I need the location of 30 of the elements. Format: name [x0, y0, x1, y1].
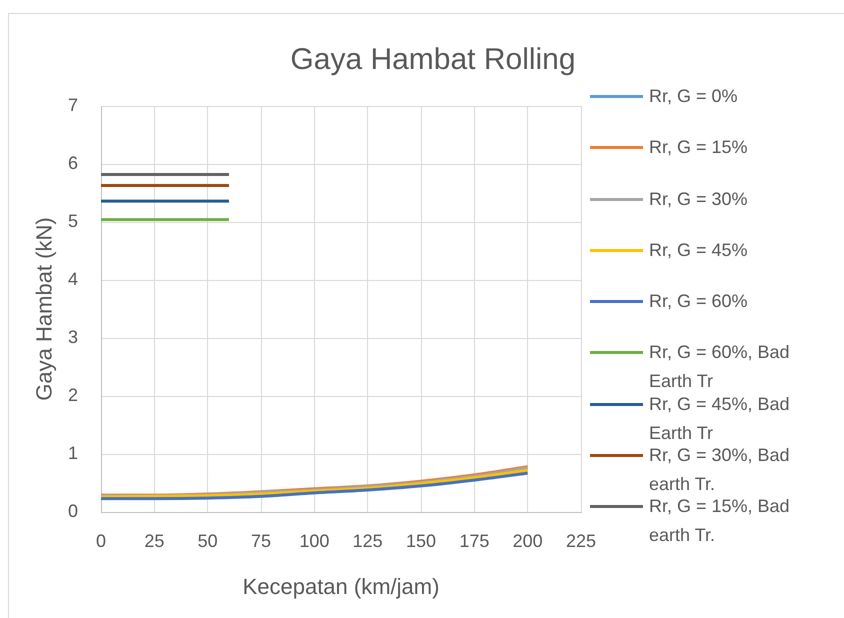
- y-tick-label: 6: [68, 152, 78, 173]
- y-tick-label: 7: [68, 94, 78, 115]
- legend-label: Rr, G = 45%, Bad Earth Tr: [649, 394, 790, 443]
- x-tick-label: 225: [566, 530, 596, 551]
- legend-label: Rr, G = 30%, Bad earth Tr.: [649, 445, 790, 494]
- x-tick-label: 150: [406, 530, 436, 551]
- y-tick-label: 1: [68, 442, 78, 463]
- y-tick-label: 5: [68, 210, 78, 231]
- x-axis-title: Kecepatan (km/jam): [242, 574, 440, 599]
- x-tick-label: 125: [352, 530, 383, 551]
- x-tick-label: 25: [144, 530, 164, 551]
- y-axis-title: Gaya Hambat (kN): [31, 217, 56, 401]
- legend-label: Rr, G = 60%: [649, 290, 749, 314]
- x-tick-label: 175: [459, 530, 490, 551]
- y-tick-label: 2: [68, 384, 78, 405]
- y-tick-label: 3: [68, 326, 78, 347]
- x-tick-label: 200: [512, 530, 543, 551]
- x-tick-label: 100: [299, 530, 330, 551]
- x-tick-label: 0: [96, 530, 106, 551]
- legend-label: Rr, G = 0%: [649, 85, 739, 108]
- legend-label: Rr, G = 15%: [649, 136, 749, 160]
- chart-title: Gaya Hambat Rolling: [289, 42, 577, 78]
- legend-label: Rr, G = 60%, Bad Earth Tr: [649, 342, 790, 392]
- legend-label: Rr, G = 15%, Bad earth Tr.: [649, 495, 791, 548]
- y-tick-label: 0: [68, 500, 78, 521]
- legend-label: Rr, G = 45%: [649, 238, 749, 262]
- x-tick-label: 75: [250, 530, 272, 551]
- y-tick-label: 4: [68, 268, 78, 289]
- legend-label: Rr, G = 30%: [649, 188, 749, 211]
- x-tick-label: 50: [198, 530, 218, 551]
